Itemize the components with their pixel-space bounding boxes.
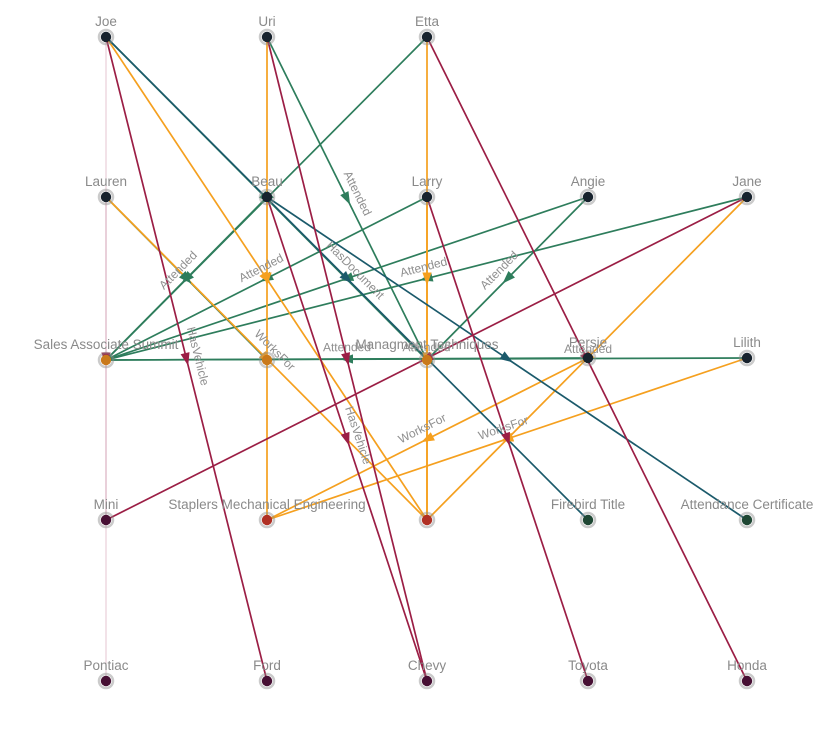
edge-arrow-hasvehicle (180, 352, 190, 366)
node-halo (97, 672, 115, 690)
edge-label: Attended (237, 251, 286, 285)
edge-arrow-worksfor (421, 432, 435, 443)
graph-node-firebird[interactable] (582, 514, 594, 526)
node-halo (579, 349, 597, 367)
nodes-layer: Joe Uri Etta Lauren Beau Larry Angie Jane Sales … (34, 14, 814, 690)
graph-node-joe[interactable] (100, 31, 112, 43)
graph-node-jane[interactable] (741, 191, 753, 203)
node-halo (258, 28, 276, 46)
node-halo (418, 351, 436, 369)
node-halo (579, 672, 597, 690)
node-label-mini: Mini (94, 497, 119, 512)
graph-node-attcert[interactable] (741, 514, 753, 526)
node-label-chevy: Chevy (408, 658, 447, 673)
graph-node-toyota[interactable] (582, 675, 594, 687)
edge-arrow-hasvehicle (340, 431, 350, 446)
graph-node-uri[interactable] (261, 31, 273, 43)
node-label-etta: Etta (415, 14, 440, 29)
node-halo (738, 511, 756, 529)
edge-label: Attended (477, 248, 521, 292)
node-halo (738, 349, 756, 367)
graph-node-larry[interactable] (421, 191, 433, 203)
node-label-mt: Managment Techniques (355, 337, 498, 352)
node-halo (738, 672, 756, 690)
graph-node-mt[interactable] (421, 354, 433, 366)
edge-arrow-attended (179, 270, 192, 284)
node-halo (258, 351, 276, 369)
node-label-lauren: Lauren (85, 174, 127, 189)
node-halo (418, 511, 436, 529)
edge-arrow-hasdocument (339, 271, 352, 284)
node-label-persie: Persie (569, 335, 607, 350)
node-halo (97, 351, 115, 369)
node-halo (418, 188, 436, 206)
graph-node-summit[interactable] (100, 354, 112, 366)
node-halo (579, 511, 597, 529)
edge-arrow-hasvehicle (341, 352, 351, 366)
node-label-toyota: Toyota (568, 658, 608, 673)
node-label-uri: Uri (258, 14, 275, 29)
node-halo (418, 672, 436, 690)
node-label-attcert: Attendance Certificate (681, 497, 814, 512)
node-halo (738, 188, 756, 206)
graph-node-lilith[interactable] (741, 352, 753, 364)
node-label-joe: Joe (95, 14, 117, 29)
node-halo (258, 188, 276, 206)
node-label-staplers: Staplers Mechanical Engineering (168, 497, 365, 512)
graph-node-etta[interactable] (421, 31, 433, 43)
edge-arrow-attended (340, 191, 351, 205)
node-halo (418, 28, 436, 46)
graph-node-mini[interactable] (100, 514, 112, 526)
graph-node-ford[interactable] (261, 675, 273, 687)
node-label-firebird: Firebird Title (551, 497, 625, 512)
node-halo (579, 188, 597, 206)
node-label-ford: Ford (253, 658, 281, 673)
edge-arrow-attended (502, 270, 515, 284)
graph-node-event2[interactable] (261, 354, 273, 366)
graph-node-persie[interactable] (582, 352, 594, 364)
graph-node-honda[interactable] (741, 675, 753, 687)
edge-label: Attended (564, 342, 612, 356)
node-label-larry: Larry (412, 174, 443, 189)
node-label-summit: Sales Associate Summit (34, 337, 179, 352)
edge-label: Attended (402, 340, 450, 354)
graph-node-beau[interactable] (261, 191, 273, 203)
edge-arrow-worksfor (259, 270, 271, 285)
edge-label: HasDocument (324, 238, 388, 302)
node-label-beau: Beau (251, 174, 283, 189)
node-label-lilith: Lilith (733, 335, 761, 350)
edge-arrow-hasdocument (499, 351, 513, 363)
node-label-angie: Angie (571, 174, 606, 189)
node-halo (258, 672, 276, 690)
graph-node-chevy[interactable] (421, 675, 433, 687)
graph-node-pontiac[interactable] (100, 675, 112, 687)
edge-label: Attended (323, 340, 371, 354)
node-halo (97, 511, 115, 529)
node-label-jane: Jane (732, 174, 761, 189)
graph-node-lauren[interactable] (100, 191, 112, 203)
node-label-honda: Honda (727, 658, 767, 673)
node-halo (97, 28, 115, 46)
graph-node-company2[interactable] (421, 514, 433, 526)
edge-arrow-worksfor (422, 272, 432, 286)
node-halo (258, 511, 276, 529)
node-halo (97, 188, 115, 206)
node-label-pontiac: Pontiac (83, 658, 128, 673)
edge-arrow-hasvehicle (501, 431, 510, 446)
graph-node-angie[interactable] (582, 191, 594, 203)
graph-node-staplers[interactable] (261, 514, 273, 526)
